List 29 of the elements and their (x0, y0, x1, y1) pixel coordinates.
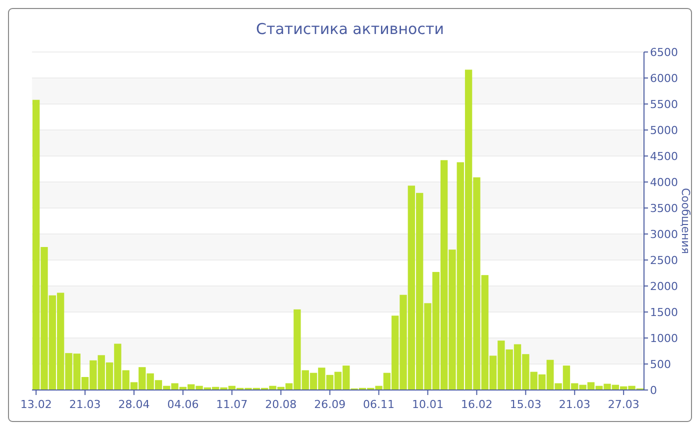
x-tick-label: 26.09 (314, 398, 346, 411)
y-axis-title: Сообщения (679, 188, 692, 254)
y-tick-label: 5500 (650, 98, 678, 111)
y-tick-label: 2000 (650, 280, 678, 293)
y-tick-label: 3000 (650, 228, 678, 241)
x-tick-label: 10.01 (412, 398, 444, 411)
x-tick-label: 16.02 (460, 398, 492, 411)
x-tick-label: 15.03 (510, 398, 542, 411)
y-tick-label: 5000 (650, 124, 678, 137)
x-tick-label: 27.03 (608, 398, 640, 411)
x-tick-label: 06.11 (363, 398, 395, 411)
x-tick-label: 20.08 (265, 398, 297, 411)
y-tick-label: 2500 (650, 254, 678, 267)
y-tick-label: 3500 (650, 202, 678, 215)
y-tick-label: 4500 (650, 150, 678, 163)
y-tick-label: 6500 (650, 46, 678, 59)
x-tick-label: 11.07 (216, 398, 248, 411)
y-tick-label: 6000 (650, 72, 678, 85)
x-tick-label: 21.03 (558, 398, 590, 411)
y-tick-label: 4000 (650, 176, 678, 189)
y-tick-label: 1500 (650, 306, 678, 319)
x-tick-label: 04.06 (167, 398, 199, 411)
x-tick-label: 21.03 (69, 398, 101, 411)
y-tick-label: 0 (650, 384, 657, 397)
x-tick-label: 28.04 (118, 398, 150, 411)
y-tick-label: 1000 (650, 332, 678, 345)
y-tick-label: 500 (650, 358, 671, 371)
chart-title: Статистика активности (256, 20, 444, 38)
x-tick-label: 13.02 (20, 398, 52, 411)
